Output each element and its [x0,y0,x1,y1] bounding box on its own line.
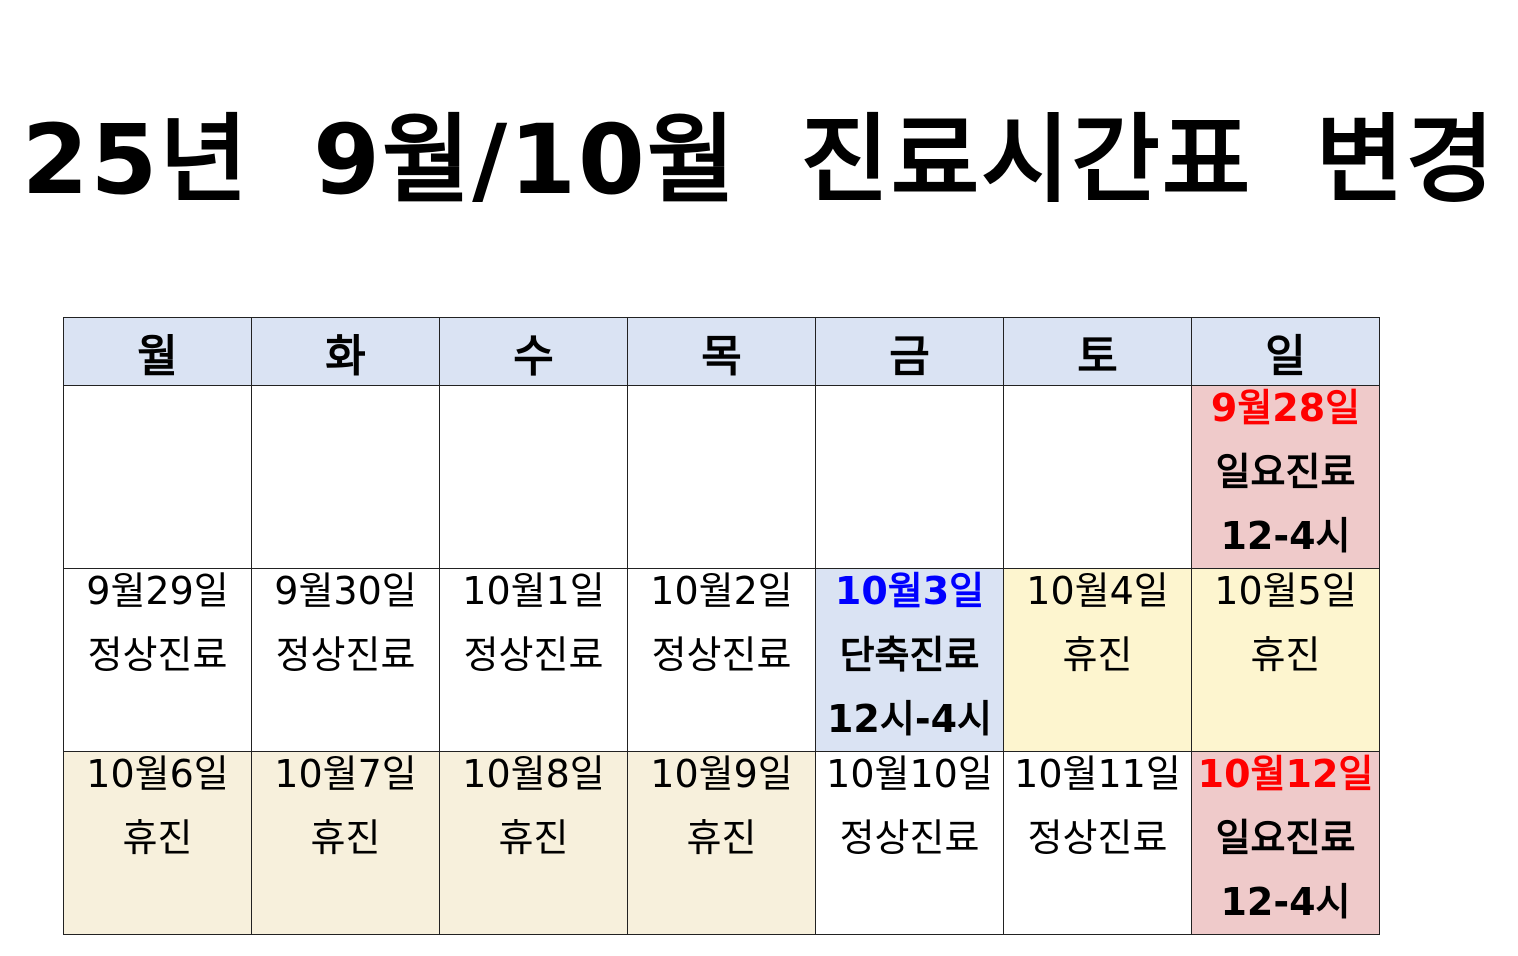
status-label: 정상진료 [651,633,792,677]
status-label: 정상진료 [839,816,980,860]
status-label: 정상진료 [275,633,416,677]
day-cell [63,385,252,569]
schedule-body: 9월28일 일요진료 12-4시 9월29일 정상진료 9월30일 정상진료 10월1일 정상진… [63,385,1380,935]
date-label: 10월7일 [274,752,417,797]
date-label: 9월29일 [86,569,229,614]
date-label: 10월6일 [86,752,229,797]
status-label: 휴진 [122,816,193,860]
status-label: 단축진료 [839,633,980,677]
weekday-header: 일 [1191,317,1380,386]
date-label: 10월5일 [1214,569,1357,614]
date-label: 9월30일 [274,569,417,614]
day-cell [815,385,1004,569]
date-label: 10월4일 [1026,569,1169,614]
day-cell [1003,385,1192,569]
weekday-header: 목 [627,317,816,386]
date-label: 9월28일 [1210,386,1361,431]
date-label: 10월2일 [650,569,793,614]
status-label: 휴진 [310,816,381,860]
page-title: 25년 9월/10월 진료시간표 변경 [21,104,1497,216]
weekday-header: 금 [815,317,1004,386]
status-label: 12-4시 [1220,514,1351,558]
weekday-header: 월 [63,317,252,386]
weekday-header: 토 [1003,317,1192,386]
weekday-header: 수 [439,317,628,386]
day-cell [251,385,440,569]
day-cell [627,385,816,569]
status-label: 일요진료 [1215,816,1356,860]
status-label: 정상진료 [1027,816,1168,860]
status-label: 휴진 [1062,633,1133,677]
date-label: 10월9일 [650,752,793,797]
week-row: 9월29일 정상진료 9월30일 정상진료 10월1일 정상진료 10월2일 정상진료 10월3… [63,568,1380,752]
date-label: 10월12일 [1197,752,1374,797]
status-label: 12-4시 [1220,880,1351,924]
status-label: 일요진료 [1215,450,1356,494]
status-label: 휴진 [498,816,569,860]
date-label: 10월1일 [462,569,605,614]
status-label: 정상진료 [87,633,228,677]
status-label: 휴진 [686,816,757,860]
date-label: 10월3일 [834,569,985,614]
status-label: 정상진료 [463,633,604,677]
status-label: 12시-4시 [826,697,992,741]
weekday-header: 화 [251,317,440,386]
week-row: 10월6일 휴진 10월7일 휴진 10월8일 휴진 10월9일 휴진 10월10일 정상진료 10… [63,751,1380,935]
date-label: 10월8일 [462,752,605,797]
status-label: 휴진 [1250,633,1321,677]
day-cell [439,385,628,569]
date-label: 10월11일 [1014,752,1181,797]
date-label: 10월10일 [826,752,993,797]
